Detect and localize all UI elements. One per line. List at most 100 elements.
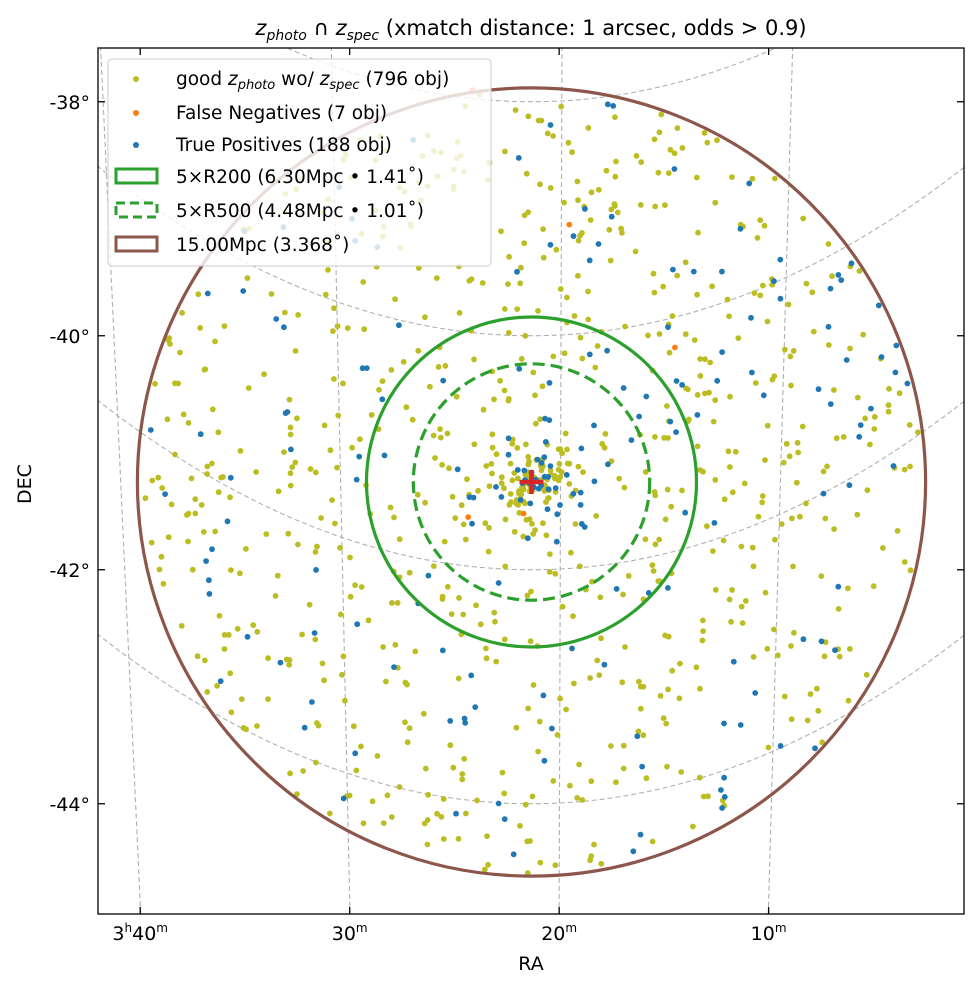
data-point <box>749 544 756 551</box>
data-point <box>532 392 538 399</box>
data-point <box>570 490 577 497</box>
data-point <box>527 638 534 645</box>
data-point <box>886 385 892 392</box>
data-point <box>616 475 623 482</box>
data-point <box>608 213 615 220</box>
data-point <box>380 820 387 826</box>
data-point <box>562 430 569 437</box>
data-point <box>483 645 489 652</box>
data-point <box>456 595 462 601</box>
data-point <box>550 133 556 139</box>
data-point <box>547 185 554 191</box>
data-point <box>786 453 793 460</box>
data-point <box>614 209 621 216</box>
x-axis-ticks: 3h40m 30m 20m 10m <box>112 48 787 945</box>
data-point <box>546 380 553 386</box>
data-point <box>827 285 834 292</box>
data-point <box>771 278 777 284</box>
data-point <box>822 515 829 522</box>
data-point <box>254 628 261 635</box>
data-point <box>244 275 251 281</box>
data-point <box>221 632 228 638</box>
data-point <box>365 617 372 624</box>
data-point <box>493 484 499 490</box>
data-point <box>539 383 546 390</box>
data-point <box>735 335 742 341</box>
data-point <box>427 383 433 390</box>
data-point <box>574 178 581 185</box>
data-point <box>575 237 582 244</box>
data-point <box>556 460 563 467</box>
data-point <box>551 475 558 482</box>
data-point <box>288 446 294 453</box>
data-point <box>637 683 644 690</box>
data-point <box>633 153 640 159</box>
data-point <box>456 310 463 316</box>
data-point <box>287 424 294 431</box>
data-point <box>412 648 419 655</box>
data-point <box>237 448 244 454</box>
data-point <box>552 570 559 577</box>
data-point <box>340 653 347 660</box>
data-point <box>535 748 541 755</box>
data-point <box>142 495 149 502</box>
data-point <box>198 502 205 508</box>
data-point <box>699 637 706 644</box>
data-point <box>579 355 586 362</box>
y-tick-label: -40° <box>49 326 90 348</box>
y-tick-label: -38° <box>49 92 90 114</box>
data-point <box>589 578 595 585</box>
data-point <box>559 603 566 610</box>
data-point <box>306 601 313 608</box>
plot-frame <box>97 47 965 915</box>
data-point <box>493 451 500 458</box>
data-point <box>831 526 837 532</box>
data-point <box>608 743 614 749</box>
data-point <box>800 215 807 222</box>
data-point <box>799 423 806 430</box>
data-point <box>771 373 778 380</box>
data-point <box>156 566 163 573</box>
data-point <box>564 294 570 301</box>
data-point <box>224 518 231 525</box>
data-point <box>455 835 462 842</box>
data-point <box>613 779 619 786</box>
data-point <box>864 487 871 494</box>
data-point <box>550 353 557 360</box>
data-point <box>253 469 259 475</box>
data-point <box>505 329 512 336</box>
data-point <box>591 478 598 485</box>
data-point <box>547 467 554 474</box>
data-point <box>697 685 703 692</box>
legend-swatch <box>114 235 159 253</box>
legend-marker <box>133 110 139 116</box>
data-point <box>225 632 232 638</box>
data-point <box>662 516 669 523</box>
data-point <box>535 485 542 492</box>
data-point <box>274 572 281 579</box>
data-point <box>214 682 221 689</box>
data-point <box>352 750 359 757</box>
data-point <box>880 545 886 551</box>
data-point <box>557 695 563 702</box>
data-point <box>447 742 454 749</box>
data-point <box>578 445 585 452</box>
data-point <box>738 543 745 550</box>
data-point <box>857 422 864 428</box>
data-point <box>363 365 370 371</box>
data-point <box>472 704 479 710</box>
data-point <box>714 377 721 384</box>
data-point <box>829 273 835 280</box>
data-point <box>831 387 837 393</box>
data-point <box>475 487 481 494</box>
data-point <box>468 672 475 679</box>
data-point <box>197 325 204 331</box>
data-point <box>749 369 755 376</box>
data-point <box>206 577 212 584</box>
data-point <box>509 440 516 447</box>
data-point <box>442 363 449 369</box>
data-point <box>453 393 460 400</box>
data-point <box>286 661 293 668</box>
data-point <box>598 635 604 642</box>
data-point <box>148 539 155 546</box>
